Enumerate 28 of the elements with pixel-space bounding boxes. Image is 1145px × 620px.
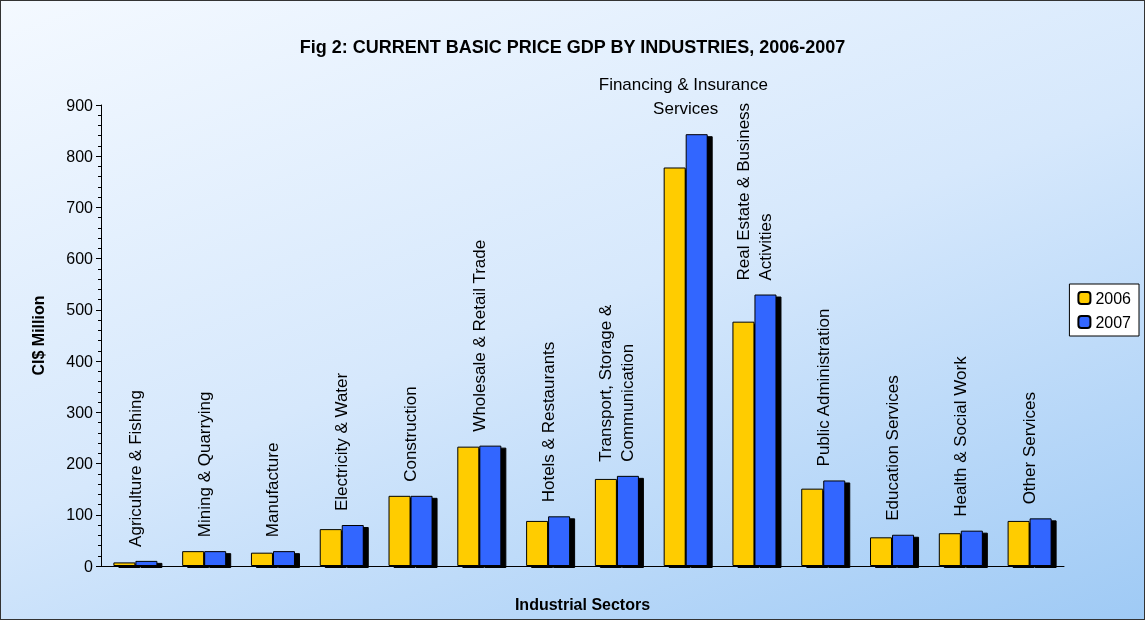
x-tick-label: Electricity & Water — [332, 372, 352, 512]
y-tick-label: 500 — [66, 301, 94, 319]
x-tick-label: Hotels & Restaurants — [538, 341, 558, 503]
y-axis-title: CI$ Million — [29, 295, 47, 376]
x-tick-label: Health & Social Work — [951, 355, 971, 517]
y-tick-label: 800 — [66, 147, 94, 165]
x-tick-label: Transport, Storage & Communication — [596, 299, 638, 462]
y-tick-label: 0 — [84, 557, 94, 575]
x-tick-label: Education Services — [882, 375, 902, 521]
x-tick-label: Construction — [401, 386, 421, 482]
x-tick-label: Mining & Quarrying — [194, 391, 214, 538]
x-tick-label: Other Services — [1020, 391, 1040, 505]
y-tick-label: 200 — [66, 455, 94, 473]
y-tick-label: 900 — [66, 96, 94, 114]
y-tick-label: 700 — [66, 198, 94, 216]
legend-label: 2007 — [1095, 313, 1132, 331]
y-tick-label: 400 — [66, 352, 94, 370]
x-tick-label: Manufacture — [263, 442, 283, 538]
legend-label: 2006 — [1095, 289, 1132, 307]
x-tick-label: Wholesale & Retail Trade — [469, 239, 489, 432]
x-tick-label: Agriculture & Fishing — [125, 390, 145, 547]
y-tick-label: 100 — [66, 506, 94, 524]
x-tick-label: Real Estate & Business Activities — [733, 98, 775, 281]
x-axis-title: Industrial Sectors — [514, 595, 651, 613]
chart-title: Fig 2: CURRENT BASIC PRICE GDP BY INDUSTRIES, 2006-2007 — [299, 37, 846, 57]
y-tick-label: 600 — [66, 250, 94, 268]
x-tick-label: Public Administration — [813, 308, 833, 467]
y-tick-label: 300 — [66, 403, 94, 421]
